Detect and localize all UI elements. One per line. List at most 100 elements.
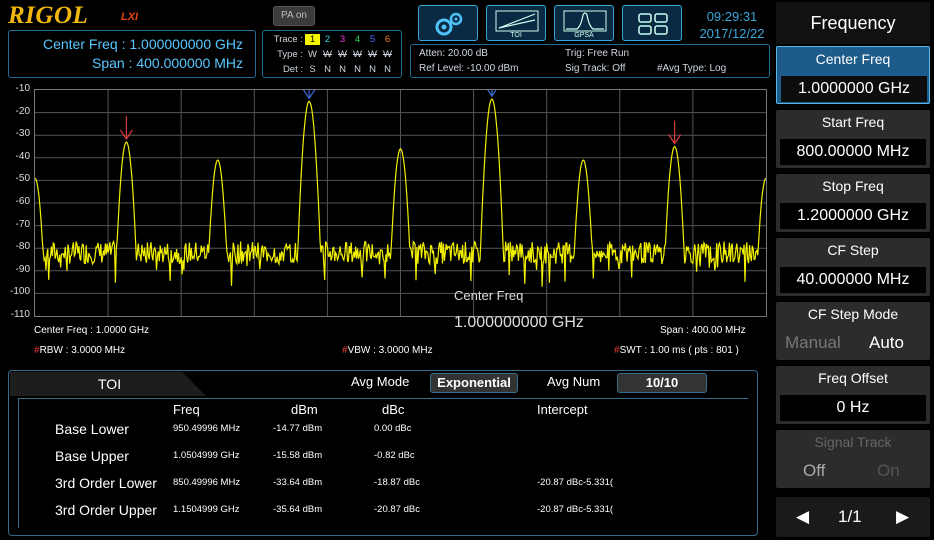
swt-readout[interactable]: #SWT : 1.00 ms ( pts : 801 ) (614, 345, 739, 356)
gpsa-caption: GPSA (574, 32, 594, 39)
gears-icon (435, 12, 463, 36)
menu-label: Stop Freq (822, 178, 884, 194)
span-label: Span : (91, 55, 133, 71)
menu-stop-freq[interactable]: Stop Freq 1.2000000 GHz (776, 174, 930, 232)
menu-pager: ◀ 1/1 ▶ (776, 497, 930, 537)
grid-layout-icon (638, 13, 668, 35)
trace-1-line (34, 98, 767, 287)
y-tick-label: -100 (9, 286, 30, 298)
menu-center-freq[interactable]: Center Freq 1.0000000 GHz (776, 46, 930, 104)
y-tick-label: -20 (15, 105, 30, 117)
center-freq-input[interactable]: 1.0000000 GHz (781, 76, 927, 102)
toi-mode-button[interactable]: TOI (486, 5, 546, 41)
trace-type-cell: W (383, 49, 392, 60)
pa-on-button[interactable]: PA on (273, 6, 315, 26)
trace-det-cell: N (324, 64, 331, 75)
page-indicator: 1/1 (838, 507, 862, 526)
trace-det-cell: S (309, 64, 316, 75)
dbc-cell: 0.00 dBc (374, 423, 412, 434)
row-label: Base Lower (55, 421, 129, 437)
avg-num-field[interactable]: 10/10 (617, 373, 707, 393)
vbw-readout[interactable]: #VBW : 3.0000 MHz (342, 345, 433, 356)
dbc-cell: -20.87 dBc (374, 504, 420, 515)
center-freq-label: Center Freq : (42, 36, 126, 52)
dbm-cell: -15.58 dBm (273, 450, 323, 461)
menu-label: CF Step Mode (807, 306, 899, 322)
trace-det-cell: N (354, 64, 361, 75)
freq-offset-input[interactable]: 0 Hz (780, 395, 926, 421)
trace-type-cell: W (353, 49, 362, 60)
menu-signal-track[interactable]: Signal Track Off On (776, 430, 930, 488)
toi-graph-icon (495, 10, 539, 32)
y-tick-label: -70 (15, 218, 30, 230)
trace-3-number[interactable]: 3 (339, 34, 346, 45)
y-tick-label: -50 (15, 173, 30, 185)
trace-5-number[interactable]: 5 (369, 34, 376, 45)
vbw-value: VBW : 3.0000 MHz (347, 345, 433, 356)
y-tick-label: -10 (15, 83, 30, 94)
center-freq-value: 1.000000000 GHz (129, 36, 243, 52)
trace-label: Trace : (273, 34, 303, 45)
trace-6-number[interactable]: 6 (384, 34, 391, 45)
menu-freq-offset[interactable]: Freq Offset 0 Hz (776, 366, 930, 424)
dbm-cell: -33.64 dBm (273, 477, 323, 488)
column-header-dbc: dBc (382, 402, 405, 417)
atten-text: Atten: 20.00 dB (419, 48, 488, 59)
date-display: 2017/12/22 (699, 26, 765, 41)
signal-track-off-option[interactable]: Off (803, 461, 826, 480)
intercept-cell: -20.87 dBc-5.331( (537, 504, 614, 515)
avg-mode-button[interactable]: Exponential (430, 373, 518, 393)
det-label: Det : (282, 64, 303, 75)
toi-caption: TOI (510, 32, 522, 39)
menu-label: Start Freq (821, 114, 885, 130)
toi-tab[interactable]: TOI (10, 372, 206, 396)
brand-logo: RIGOL (8, 2, 89, 29)
menu-title: Frequency (776, 2, 930, 44)
gpsa-mode-button[interactable]: GPSA (554, 5, 614, 41)
marker-icon (119, 115, 133, 141)
left-arrow-icon[interactable]: ◀ (796, 507, 810, 526)
rbw-readout[interactable]: #RBW : 3.0000 MHz (34, 345, 126, 356)
dbc-cell: -18.87 dBc (374, 477, 420, 488)
intercept-cell: -20.87 dBc-5.331( (537, 477, 614, 488)
trace-type-cell: W (323, 49, 332, 60)
plot-span: Span : 400.00 MHz (660, 325, 746, 336)
toi-results-panel (8, 370, 758, 536)
trace-4-number[interactable]: 4 (354, 34, 361, 45)
menu-start-freq[interactable]: Start Freq 800.00000 MHz (776, 110, 930, 168)
column-header-freq: Freq (173, 402, 200, 417)
stop-freq-input[interactable]: 1.2000000 GHz (780, 203, 926, 229)
right-arrow-icon[interactable]: ▶ (896, 507, 910, 526)
cf-step-mode-auto-option[interactable]: Auto (869, 333, 904, 352)
y-tick-label: -90 (15, 263, 30, 275)
freq-cell: 850.49996 MHz (173, 477, 241, 488)
menu-cf-step-mode[interactable]: CF Step Mode Manual Auto (776, 302, 930, 360)
spectrum-plot[interactable] (34, 73, 767, 317)
menu-label: Freq Offset (818, 370, 888, 386)
cf-step-mode-manual-option[interactable]: Manual (785, 333, 841, 352)
menu-cf-step[interactable]: CF Step 40.000000 MHz (776, 238, 930, 296)
lxi-logo: LXI (121, 11, 139, 23)
avg-num-label: Avg Num (547, 374, 601, 389)
trace-2-number[interactable]: 2 (324, 34, 331, 45)
avg-mode-label: Avg Mode (351, 374, 410, 389)
menu-label: Center Freq (815, 51, 891, 67)
time-display: 09:29:31 (706, 9, 758, 24)
cf-step-input[interactable]: 40.000000 MHz (780, 267, 926, 293)
y-tick-label: -80 (15, 241, 30, 253)
menu-label: CF Step (827, 242, 879, 258)
start-freq-input[interactable]: 800.00000 MHz (780, 139, 926, 165)
layout-mode-button[interactable] (622, 5, 682, 41)
freq-cell: 950.49996 MHz (173, 423, 241, 434)
menu-label: Signal Track (814, 434, 892, 450)
trace-1-number[interactable]: 1 (305, 34, 320, 45)
settings-mode-button[interactable] (418, 5, 478, 41)
signal-track-on-option[interactable]: On (877, 461, 900, 480)
dbm-cell: -35.64 dBm (273, 504, 323, 515)
type-label: Type : (277, 49, 303, 60)
center-freq-readout: Center Freq : 1.000000000 GHz (43, 36, 243, 52)
trace-type-cell: W (308, 49, 317, 60)
dbc-cell: -0.82 dBc (374, 450, 415, 461)
